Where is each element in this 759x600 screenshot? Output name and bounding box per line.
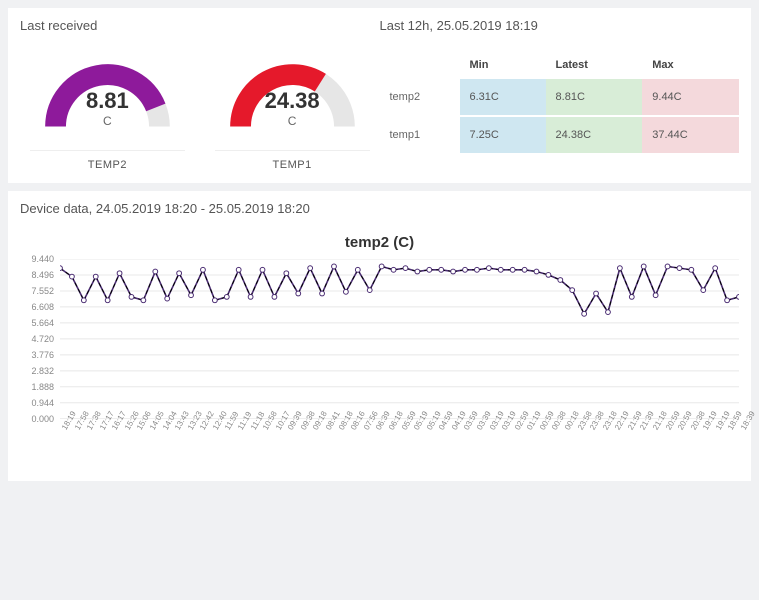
stats-cell: 24.38C xyxy=(546,116,643,154)
y-tick-label: 4.720 xyxy=(31,334,54,344)
y-tick-label: 1.888 xyxy=(31,382,54,392)
stats-panel: Last 12h, 25.05.2019 18:19 MinLatestMax … xyxy=(380,18,740,171)
y-tick-label: 9.440 xyxy=(31,254,54,264)
stats-cell: 8.81C xyxy=(546,79,643,116)
stats-col: Latest xyxy=(546,51,643,79)
y-tick-label: 0.944 xyxy=(31,398,54,408)
row-label: temp1 xyxy=(380,116,460,154)
stats-col: Min xyxy=(460,51,546,79)
row-label: temp2 xyxy=(380,79,460,116)
last-received-title: Last received xyxy=(20,18,380,33)
stats-cell: 7.25C xyxy=(460,116,546,154)
line-chart: 9.4408.4967.5526.6085.6644.7203.7762.832… xyxy=(20,259,739,469)
table-row: temp26.31C8.81C9.44C xyxy=(380,79,740,116)
gauges-panel: Last received 8.81 C TEMP2 24.38 C TEMP1 xyxy=(20,18,380,171)
y-tick-label: 8.496 xyxy=(31,270,54,280)
gauge-value: 8.81 xyxy=(30,88,185,114)
chart-title: temp2 (C) xyxy=(20,234,739,251)
stats-table: MinLatestMax temp26.31C8.81C9.44Ctemp17.… xyxy=(380,51,740,155)
gauge-temp1: 24.38 C TEMP1 xyxy=(215,51,370,171)
last12h-title: Last 12h, 25.05.2019 18:19 xyxy=(380,18,740,33)
device-data-header: Device data, 24.05.2019 18:20 - 25.05.20… xyxy=(20,201,739,216)
stats-cell: 9.44C xyxy=(642,79,739,116)
y-tick-label: 0.000 xyxy=(31,414,54,424)
y-tick-label: 2.832 xyxy=(31,366,54,376)
device-data-card: Device data, 24.05.2019 18:20 - 25.05.20… xyxy=(8,191,751,481)
gauge-label: TEMP2 xyxy=(30,150,185,171)
gauge-temp2: 8.81 C TEMP2 xyxy=(30,51,185,171)
y-tick-label: 6.608 xyxy=(31,302,54,312)
y-tick-label: 3.776 xyxy=(31,350,54,360)
stats-col: Max xyxy=(642,51,739,79)
gauge-value: 24.38 xyxy=(215,88,370,114)
table-row: temp17.25C24.38C37.44C xyxy=(380,116,740,154)
stats-cell: 37.44C xyxy=(642,116,739,154)
y-tick-label: 7.552 xyxy=(31,286,54,296)
stats-cell: 6.31C xyxy=(460,79,546,116)
last-received-card: Last received 8.81 C TEMP2 24.38 C TEMP1… xyxy=(8,8,751,183)
gauge-label: TEMP1 xyxy=(215,150,370,171)
y-tick-label: 5.664 xyxy=(31,318,54,328)
